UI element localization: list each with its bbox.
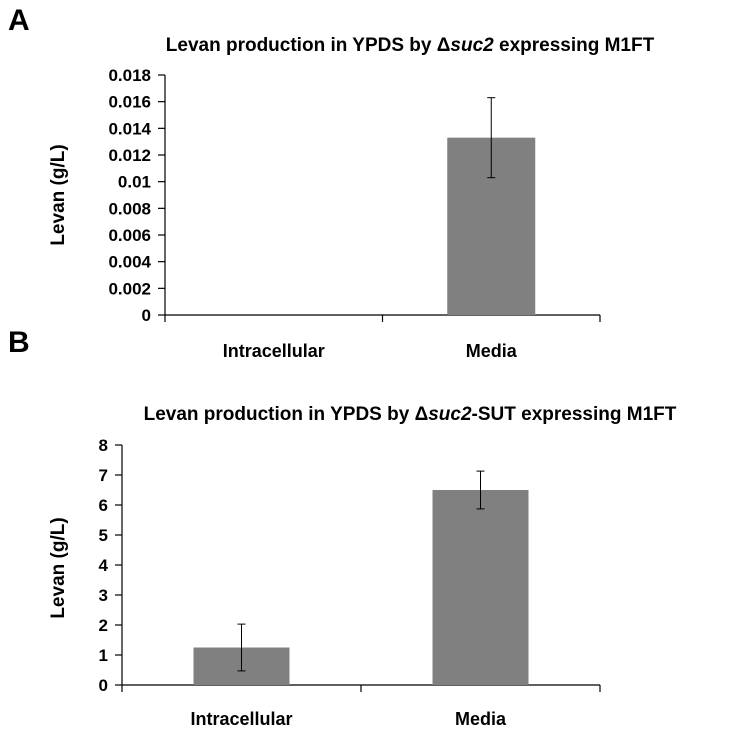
chart-b-plot: 0 1 2 3 4 5 6 7 8 Intracellular Media bbox=[99, 436, 601, 729]
chart-b-title-post: -SUT expressing M1FT bbox=[472, 404, 677, 425]
chart-a-y-axis-label: Levan (g/L) bbox=[48, 144, 69, 245]
chart-a-title-pre: Levan production in YPDS by Δ bbox=[166, 35, 451, 56]
chart-a-category-label: Media bbox=[466, 341, 518, 361]
chart-b-bar-media bbox=[432, 490, 529, 685]
chart-a-y-tick-label: 0.01 bbox=[118, 173, 151, 192]
chart-b-y-tick-label: 5 bbox=[99, 526, 108, 545]
chart-a-category-label: Intracellular bbox=[223, 341, 325, 361]
chart-a-y-tick-label: 0.012 bbox=[108, 146, 151, 165]
chart-b-category-label: Intracellular bbox=[190, 709, 292, 729]
chart-a-y-tick-label: 0.018 bbox=[108, 66, 151, 85]
chart-a-title-italic: suc2 bbox=[450, 35, 494, 56]
chart-b-y-tick-label: 2 bbox=[99, 616, 108, 635]
chart-b-y-tick-label: 8 bbox=[99, 436, 108, 455]
chart-a-y-tick-label: 0.008 bbox=[108, 199, 151, 218]
chart-b-category-label: Media bbox=[455, 709, 507, 729]
panel-label-b: B bbox=[8, 326, 30, 359]
chart-b-title-italic: suc2 bbox=[428, 404, 472, 425]
chart-b-title: Levan production in YPDS by Δsuc2-SUT ex… bbox=[144, 404, 677, 425]
chart-a-title: Levan production in YPDS by Δsuc2 expres… bbox=[166, 35, 655, 56]
chart-b-y-tick-label: 6 bbox=[99, 496, 108, 515]
chart-b-y-tick-label: 1 bbox=[99, 646, 108, 665]
chart-a-y-tick-label: 0 bbox=[142, 306, 151, 325]
chart-a-title-post: expressing M1FT bbox=[494, 35, 655, 56]
chart-a-y-tick-label: 0.014 bbox=[108, 119, 151, 138]
chart-a-y-tick-label: 0.006 bbox=[108, 226, 151, 245]
chart-b-y-tick-label: 7 bbox=[99, 466, 108, 485]
chart-b-y-tick-label: 4 bbox=[99, 556, 109, 575]
chart-b-y-axis-label: Levan (g/L) bbox=[48, 517, 69, 618]
chart-a-plot: 0 0.002 0.004 0.006 0.008 0.01 0.012 0.014 0.016… bbox=[108, 66, 601, 361]
chart-b-y-tick-label: 0 bbox=[99, 676, 108, 695]
chart-a-y-tick-label: 0.004 bbox=[108, 253, 151, 272]
chart-a-y-tick-label: 0.002 bbox=[108, 279, 151, 298]
chart-b-y-tick-label: 3 bbox=[99, 586, 108, 605]
chart-b-title-pre: Levan production in YPDS by Δ bbox=[144, 404, 429, 425]
panel-label-a: A bbox=[8, 4, 30, 37]
chart-a-y-tick-label: 0.016 bbox=[108, 93, 151, 112]
